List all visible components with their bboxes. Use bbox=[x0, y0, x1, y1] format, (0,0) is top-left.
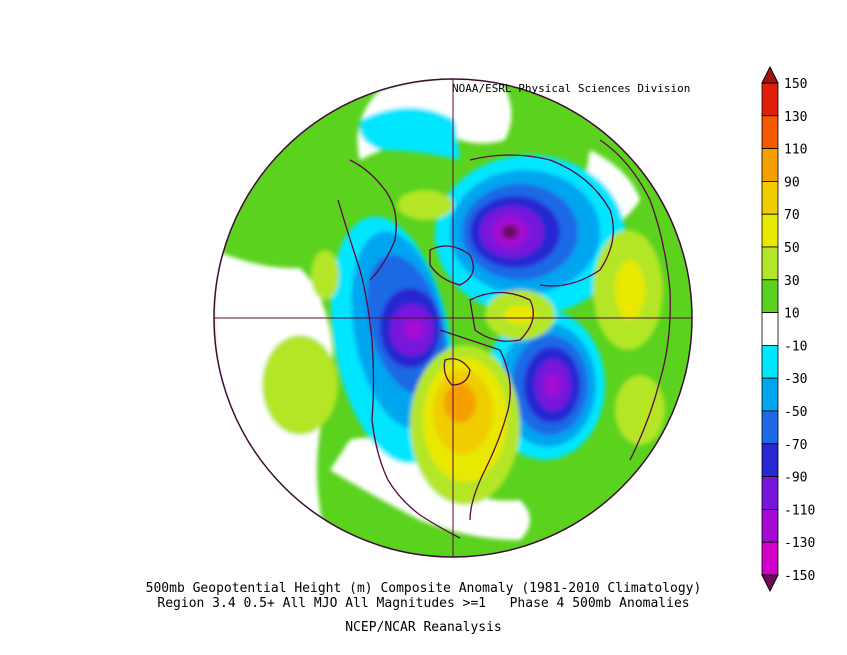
colorbar-swatch bbox=[761, 443, 779, 477]
colorbar-swatch bbox=[761, 115, 779, 150]
field-pacific-ridge-west bbox=[311, 250, 339, 300]
field-europe-ridge-core bbox=[615, 260, 645, 320]
colorbar-tick-label: -10 bbox=[784, 339, 807, 354]
field-arctic-low-core bbox=[502, 225, 518, 239]
colorbar-tick-label: -150 bbox=[784, 569, 815, 584]
colorbar-tick-label: -50 bbox=[784, 405, 807, 420]
coast-north-america-east bbox=[439, 329, 511, 521]
polar-map bbox=[213, 78, 693, 558]
colorbar-swatch bbox=[761, 476, 779, 510]
field-neutral-south bbox=[330, 438, 530, 540]
colorbar-swatch bbox=[761, 344, 779, 379]
colorbar-swatch bbox=[761, 82, 779, 117]
colorbar-tick-label: -30 bbox=[784, 372, 807, 387]
field-arctic-cyan bbox=[359, 107, 460, 160]
colorbar-swatch bbox=[761, 508, 779, 543]
credit-label: NOAA/ESRL Physical Sciences Division bbox=[452, 82, 691, 95]
colorbar-swatch bbox=[761, 213, 779, 248]
field-siberia-ridge bbox=[615, 375, 665, 445]
colorbar-tick-label: 110 bbox=[784, 143, 807, 158]
colorbar-swatch bbox=[761, 541, 779, 576]
anomaly-field bbox=[214, 79, 692, 557]
colorbar-tick-label: 130 bbox=[784, 110, 807, 125]
colorbar-tick-label: -110 bbox=[784, 503, 815, 518]
colorbar-tick-label: -130 bbox=[784, 536, 815, 551]
caption-line-3: NCEP/NCAR Reanalysis bbox=[345, 620, 502, 635]
colorbar-swatch bbox=[761, 312, 779, 346]
coastlines bbox=[337, 139, 671, 539]
coast-eurasia-east bbox=[599, 139, 671, 461]
field-atlantic-low-core bbox=[545, 373, 561, 397]
coast-eurasia-north bbox=[469, 154, 614, 287]
colorbar-swatch bbox=[761, 377, 779, 412]
colorbar-tick-label: 150 bbox=[784, 77, 807, 92]
colorbar-tick-label: 90 bbox=[784, 175, 800, 190]
colorbar-swatch bbox=[761, 279, 779, 313]
colorbar-tick-label: -70 bbox=[784, 438, 807, 453]
colorbar-under-triangle bbox=[761, 574, 779, 593]
coast-arctic-islands bbox=[429, 245, 474, 286]
colorbar: 150 130 110 90 70 50 30 10 -10 -30 -50 -70 -90 -110 -1… bbox=[761, 65, 815, 593]
coast-hudson-bay bbox=[443, 358, 471, 386]
colorbar-tick-label: 10 bbox=[784, 307, 800, 322]
colorbar-tick-label: 70 bbox=[784, 208, 800, 223]
map-border bbox=[213, 78, 693, 558]
colorbar-tick-label: -90 bbox=[784, 471, 807, 486]
colorbar-swatch bbox=[761, 180, 779, 215]
coast-alaska bbox=[349, 159, 397, 281]
colorbar-swatch bbox=[761, 246, 779, 281]
field-canada-ridge-core bbox=[444, 383, 476, 423]
colorbar-swatch bbox=[761, 148, 779, 182]
field-pacific-ridge bbox=[262, 335, 338, 435]
caption-line-2: Region 3.4 0.5+ All MJO All Magnitudes >… bbox=[157, 596, 690, 611]
colorbar-swatch bbox=[761, 410, 779, 445]
graticule bbox=[214, 79, 692, 557]
caption-line-1: 500mb Geopotential Height (m) Composite … bbox=[145, 581, 702, 596]
field-north-ridge-core bbox=[505, 305, 535, 325]
coast-greenland bbox=[469, 291, 534, 342]
coast-north-america-west bbox=[337, 199, 461, 539]
colorbar-tick-label: 30 bbox=[784, 274, 800, 289]
colorbar-tick-label: 50 bbox=[784, 241, 800, 256]
field-pacific-trough-core bbox=[404, 320, 424, 340]
field-arctic-ridge bbox=[397, 190, 453, 220]
colorbar-over-triangle bbox=[761, 65, 779, 84]
